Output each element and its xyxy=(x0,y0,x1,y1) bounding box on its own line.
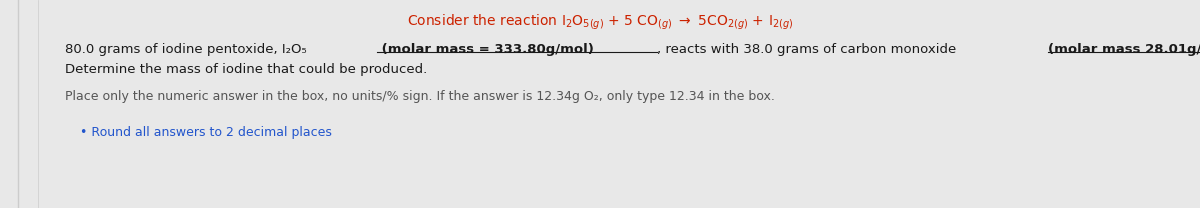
Text: Consider the reaction I$_2$O$_{5(g)}$ + 5 CO$_{(g)}$ $\rightarrow$ 5CO$_{2(g)}$ : Consider the reaction I$_2$O$_{5(g)}$ + … xyxy=(407,13,793,32)
Text: • Round all answers to 2 decimal places: • Round all answers to 2 decimal places xyxy=(80,126,332,139)
Text: , reacts with 38.0 grams of carbon monoxide: , reacts with 38.0 grams of carbon monox… xyxy=(656,43,960,56)
Text: Determine the mass of iodine that could be produced.: Determine the mass of iodine that could … xyxy=(65,63,427,76)
Text: (molar mass 28.01g/mol): (molar mass 28.01g/mol) xyxy=(1049,43,1200,56)
Text: (molar mass = 333.80g/mol): (molar mass = 333.80g/mol) xyxy=(377,43,594,56)
Text: Place only the numeric answer in the box, no units/% sign. If the answer is 12.3: Place only the numeric answer in the box… xyxy=(65,90,775,103)
Text: 80.0 grams of iodine pentoxide, I₂O₅: 80.0 grams of iodine pentoxide, I₂O₅ xyxy=(65,43,307,56)
